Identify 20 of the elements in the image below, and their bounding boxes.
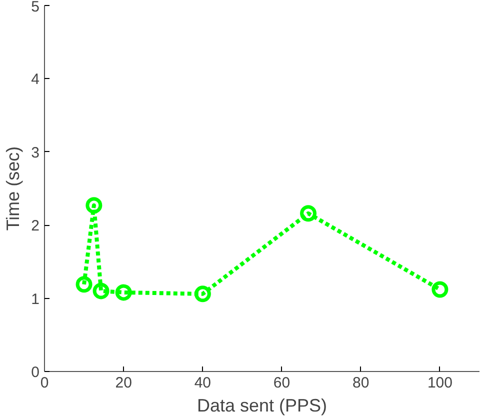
y-axis-title: Time (sec)	[3, 146, 24, 231]
x-tick-label: 80	[352, 374, 370, 392]
x-tick-label: 60	[273, 374, 290, 392]
y-tick-label: 4	[31, 71, 40, 88]
x-tick-label: 40	[194, 374, 212, 392]
point	[300, 205, 317, 222]
x-tick-label: 100	[427, 374, 452, 392]
x-axis-title: Data sent (PPS)	[196, 396, 328, 416]
y-tick-label: 2	[31, 218, 40, 235]
point	[86, 197, 102, 214]
y-tick-label: 5	[31, 0, 40, 16]
y-tick-label: 3	[31, 144, 40, 162]
y-tick-label: 1	[31, 290, 40, 308]
point	[115, 284, 132, 301]
x-tick-label: 20	[115, 374, 132, 392]
point	[194, 286, 211, 302]
point	[76, 276, 92, 293]
point	[92, 282, 110, 300]
y-tick-label: 0	[31, 364, 40, 381]
point	[432, 281, 448, 298]
